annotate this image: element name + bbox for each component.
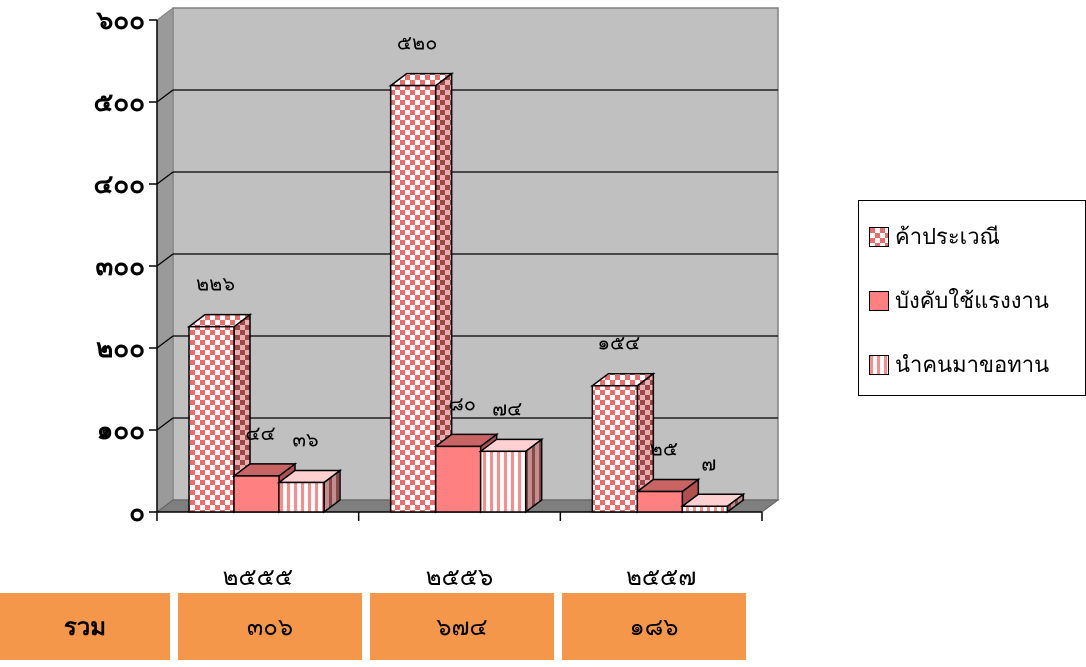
y-tick-label: ๔๐๐ [94,170,145,200]
legend-swatch-solid [869,290,889,311]
legend-label: บังคับใช้แรงงาน [895,289,1049,314]
bar [434,445,482,513]
data-label: ๑๕๔ [597,331,640,355]
legend-swatch-checker [869,226,889,247]
bar [636,490,684,513]
bars [186,72,746,514]
summary-label: รวม [0,593,170,660]
data-label: ๔๔ [245,421,275,445]
data-label: ๒๒๖ [196,272,235,296]
y-tick-label: ๖๐๐ [96,6,145,36]
gridline-side [156,89,174,103]
summary-total: ๖๗๔ [370,593,554,660]
legend-item-1: บังคับใช้แรงงาน [869,283,1049,318]
gridline-side [156,171,174,185]
bar [278,481,325,513]
data-label: ๓๖ [292,427,318,451]
y-tick-label: ๕๐๐ [94,88,145,118]
y-tick-label: ๐ [129,498,145,528]
gridlines [156,89,778,431]
summary-total: ๑๘๖ [562,593,746,660]
bar [188,325,235,513]
bar [591,384,639,513]
data-label: ๕๒๐ [397,31,438,55]
data-label: ๘๐ [448,391,476,415]
bar [389,84,437,513]
x-tick-label: ๒๕๕๗ [626,563,696,590]
bar [479,450,527,513]
legend-swatch-stripes [869,354,889,375]
legend-item-0: ค้าประเวณี [869,219,1000,254]
legend: ค้าประเวณี บังคับใช้แรงงาน นำคนมาขอทาน [858,200,1086,396]
legend-label: ค้าประเวณี [895,225,1000,250]
summary-row: รวม ๓๐๖ ๖๗๔ ๑๘๖ [0,593,760,660]
data-label: ๗๔ [492,396,522,420]
gridline-side [156,253,174,267]
bar [681,505,729,513]
gridline-side [156,335,174,349]
gridline-side [156,417,174,431]
legend-label: นำคนมาขอทาน [895,353,1050,378]
data-label: ๒๕ [650,437,678,461]
x-tick-label: ๒๕๕๖ [426,563,493,590]
data-label: ๗ [701,451,716,475]
x-tick-label: ๒๕๕๕ [223,563,293,590]
bar [233,475,280,513]
legend-item-2: นำคนมาขอทาน [869,347,1049,382]
y-tick-label: ๑๐๐ [97,416,145,446]
y-tick-label: ๒๐๐ [96,334,145,364]
y-tick-label: ๓๐๐ [95,252,145,282]
summary-total: ๓๐๖ [178,593,362,660]
